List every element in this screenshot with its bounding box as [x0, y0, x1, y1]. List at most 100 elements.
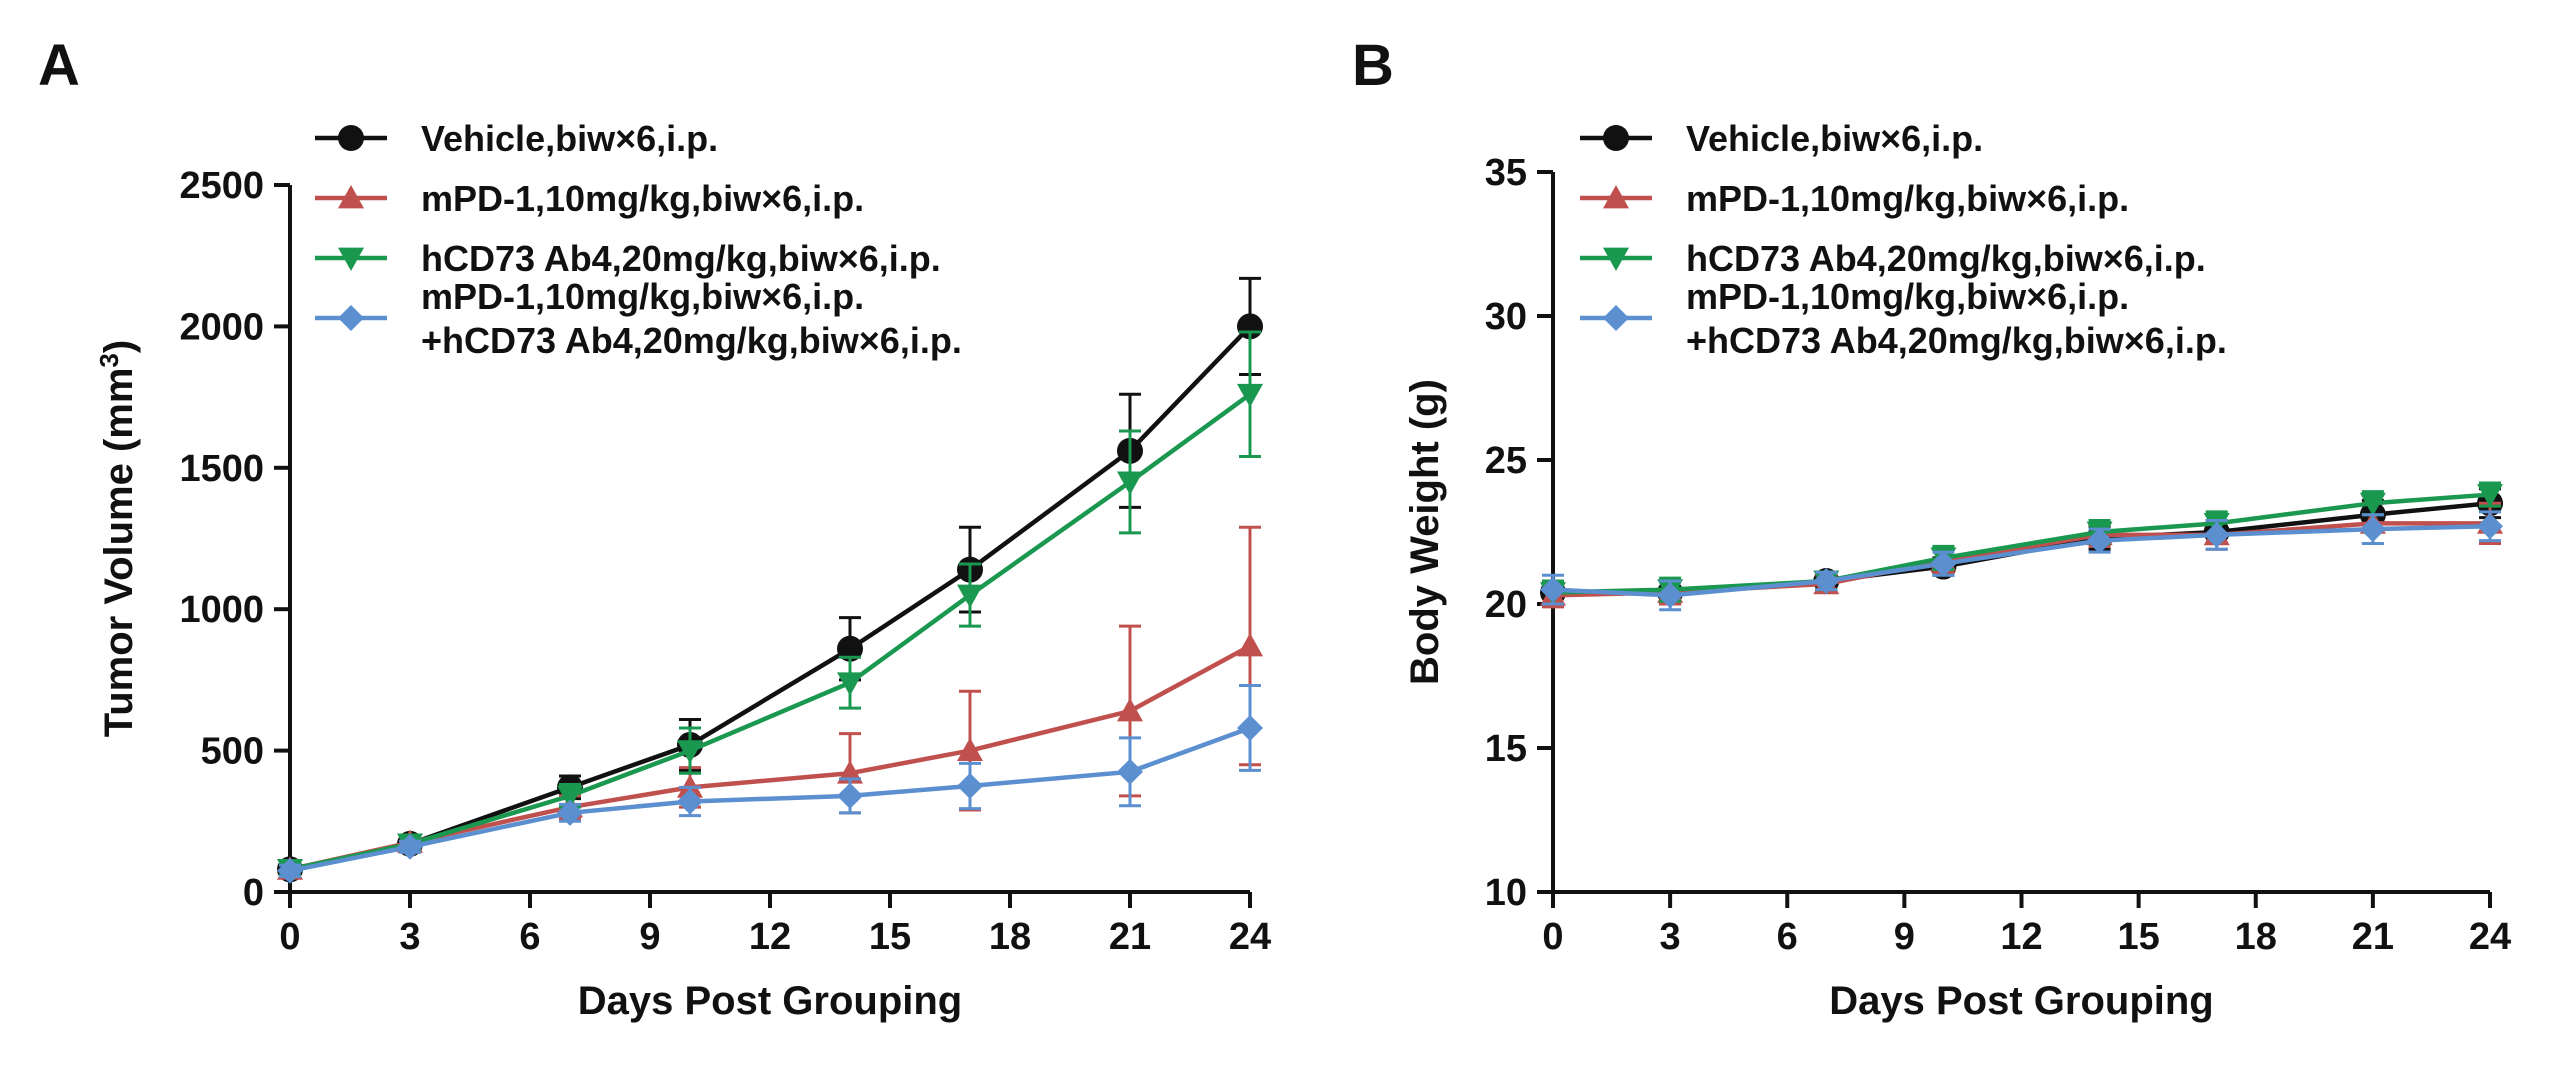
panel-a-x-tick-label: 18 [989, 916, 1031, 958]
panel-b-x-tick-label: 21 [2352, 916, 2394, 958]
panel-b-legend-label: +hCD73 Ab4,20mg/kg,biw×6,i.p. [1686, 320, 2227, 361]
panel-a-data-point [677, 740, 703, 764]
panel-b-legend-marker [1603, 305, 1629, 331]
panel-a-x-tick-label: 12 [749, 916, 791, 958]
panel-a-y-tick-label: 2000 [179, 306, 264, 348]
panel-b-series-3-line [1552, 492, 2491, 595]
panel-a-y-tick-label: 2500 [179, 165, 264, 207]
panel-b-legend-marker [1603, 125, 1629, 151]
panel-a-series-1-line [289, 324, 1252, 872]
panel-a-legend-marker [338, 185, 364, 209]
panel-a-series-4-line [289, 725, 1251, 873]
panel-b-y-tick-label: 25 [1485, 440, 1527, 482]
panel-a-data-point [1237, 632, 1263, 657]
panel-b-series-3 [1540, 481, 2503, 606]
panel-b-x-tick-label: 15 [2117, 916, 2159, 958]
panel-b-legend-label: hCD73 Ab4,20mg/kg,biw×6,i.p. [1686, 238, 2206, 279]
panel-b-letter: B [1352, 33, 1394, 98]
panel-a-tumor-volume-chart: 0 3 6 9 12 15 18 21 24 0 500 1000 1500 2000 2500 Days P… [94, 118, 1271, 1023]
panel-b-x-tick-label: 0 [1542, 916, 1563, 958]
panel-b-y-tick-label: 35 [1485, 152, 1527, 194]
panel-a-legend-marker [338, 247, 364, 271]
panel-a-legend-label: mPD-1,10mg/kg,biw×6,i.p. [421, 276, 864, 317]
panel-a-data-point [677, 788, 703, 815]
panel-b-data-point [1813, 567, 1840, 594]
panel-a-x-tick-label: 3 [399, 916, 420, 958]
panel-b-data-point [2359, 516, 2386, 543]
panel-a-data-point [1237, 383, 1263, 408]
panel-b-y-tick-label: 20 [1485, 584, 1527, 626]
panel-b-data-point [2477, 513, 2503, 540]
panel-b-y-tick-label: 30 [1485, 296, 1527, 338]
panel-a-data-point [557, 799, 583, 826]
panel-b-series-2-line [1552, 521, 2490, 598]
panel-a-letter: A [38, 33, 80, 98]
panel-b-x-tick-label: 6 [1777, 916, 1798, 958]
panel-b-legend-marker [1603, 185, 1629, 209]
panel-a-data-point [837, 635, 863, 662]
panel-a-legend-label: Vehicle,biw×6,i.p. [421, 118, 718, 159]
panel-b-x-tick-label: 18 [2235, 916, 2277, 958]
panel-a-legend-marker [338, 305, 364, 331]
panel-b-y-tick-label: 15 [1485, 728, 1527, 770]
panel-a-data-point [397, 833, 423, 860]
panel-a-y-axis-label-close: ) [97, 340, 141, 353]
panel-a-data-point [957, 772, 983, 799]
panel-b-legend: Vehicle,biw×6,i.p. mPD-1,10mg/kg,biw×6,i.… [1580, 118, 2227, 361]
panel-a-data-point [1117, 698, 1143, 722]
panel-b-data-point [2086, 527, 2113, 554]
panel-a-x-tick-label: 21 [1109, 916, 1151, 958]
panel-b-legend-label: Vehicle,biw×6,i.p. [1686, 118, 1983, 159]
panel-a-y-axis-label: Tumor Volume (mm3) [94, 340, 141, 737]
panel-b-y-axis-label-main: Body Weight (g) [1403, 379, 1447, 685]
panel-a-data-point [837, 782, 863, 809]
panel-b-y-axis-label: Body Weight (g) [1403, 379, 1447, 685]
panel-a-legend-label: mPD-1,10mg/kg,biw×6,i.p. [421, 178, 864, 219]
panel-a-series-1 [277, 276, 1263, 883]
panel-b-y-tick-label: 10 [1485, 872, 1527, 914]
panel-b-series-4-line [1552, 523, 2491, 598]
panel-a-x-tick-label: 15 [869, 916, 911, 958]
panel-a-legend-label: +hCD73 Ab4,20mg/kg,biw×6,i.p. [421, 320, 962, 361]
panel-a-y-tick-label: 0 [243, 872, 264, 914]
panel-a-y-tick-label: 1500 [179, 448, 264, 490]
panel-b-data-point [1657, 582, 1684, 609]
panel-a-data-point [957, 737, 983, 761]
panel-a-legend: Vehicle,biw×6,i.p. mPD-1,10mg/kg,biw×6,i.… [315, 118, 962, 361]
panel-a-series-4 [277, 684, 1263, 884]
panel-a-x-axis-label: Days Post Grouping [578, 979, 963, 1023]
panel-a-x-tick-label: 9 [639, 916, 660, 958]
panel-a-y-tick-label: 1000 [179, 589, 264, 631]
panel-a-x-tick-label: 0 [279, 916, 300, 958]
panel-a-y-axis-label-main: Tumor Volume (mm [97, 368, 141, 738]
panel-b-legend-label: mPD-1,10mg/kg,biw×6,i.p. [1686, 276, 2129, 317]
panel-b-body-weight-chart: 0 3 6 9 12 15 18 21 24 10 15 20 25 30 35 Days Post Grou… [1403, 118, 2511, 1023]
panel-a-data-point [837, 672, 863, 696]
panel-b-x-tick-label: 12 [2000, 916, 2042, 958]
panel-a-y-axis-label-superscript: 3 [94, 353, 124, 367]
panel-b-legend-label: mPD-1,10mg/kg,biw×6,i.p. [1686, 178, 2129, 219]
panel-b-data-point [1540, 576, 1566, 603]
panel-b-x-tick-label: 9 [1894, 916, 1915, 958]
panel-a-legend-label: hCD73 Ab4,20mg/kg,biw×6,i.p. [421, 238, 941, 279]
panel-b-data-point [2203, 521, 2230, 548]
panel-b-data-point [1930, 550, 1957, 577]
panel-a-series-3-line [289, 392, 1252, 872]
panel-a-data-point [957, 584, 983, 609]
panel-b-series-2 [1540, 501, 2503, 609]
panel-a-legend-marker [338, 125, 364, 151]
panel-a-data-point [277, 857, 303, 884]
panel-a-data-point [1237, 714, 1263, 741]
panel-b-legend-marker [1603, 247, 1629, 271]
panel-a-data-point [1117, 471, 1143, 495]
panel-a-data-point [557, 785, 583, 809]
panel-b-x-tick-label: 24 [2469, 916, 2511, 958]
panel-b-data-point [2477, 484, 2503, 508]
panel-b-data-point [2359, 492, 2386, 517]
panel-b-x-tick-label: 3 [1660, 916, 1681, 958]
panel-a-y-tick-label: 500 [201, 731, 264, 773]
panel-b-x-axis-label: Days Post Grouping [1829, 979, 2214, 1023]
panel-a-data-point [1117, 758, 1143, 785]
panel-a-x-tick-label: 24 [1229, 916, 1271, 958]
